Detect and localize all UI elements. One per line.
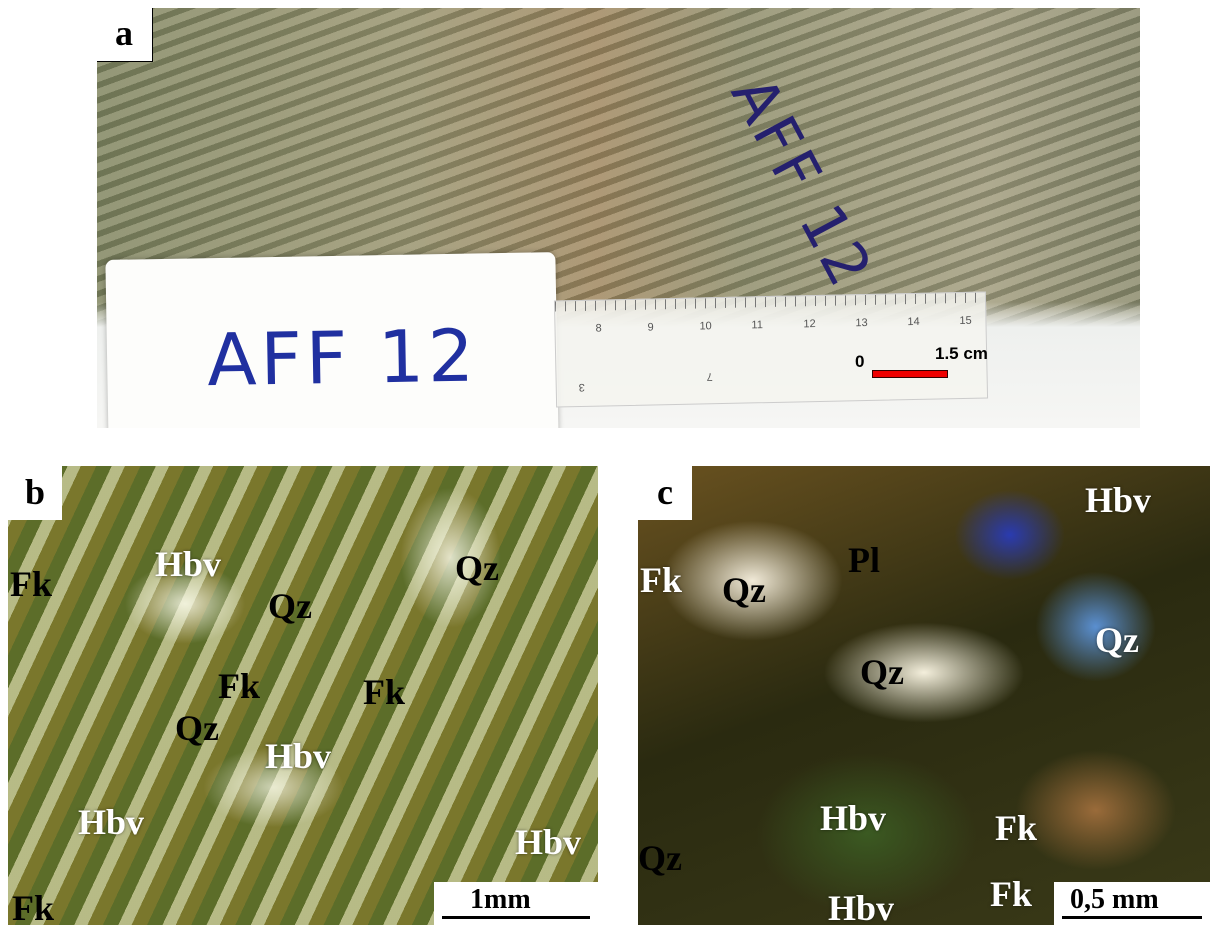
- mineral-label: Fk: [995, 810, 1037, 846]
- mineral-label: Hbv: [828, 890, 894, 925]
- mineral-label: Fk: [10, 566, 52, 602]
- mineral-label: Fk: [12, 890, 54, 925]
- panel-label: b: [8, 466, 62, 520]
- scale-bar: [442, 916, 590, 919]
- mineral-label: Hbv: [155, 546, 221, 582]
- scale-box: 1mm: [434, 882, 598, 925]
- scale-bar: [872, 370, 948, 378]
- mineral-label: Qz: [175, 710, 219, 746]
- ruler-number: 7: [706, 370, 712, 382]
- mineral-label: Fk: [363, 674, 405, 710]
- core-text: AFF 12: [717, 65, 887, 300]
- mineral-label: Hbv: [78, 804, 144, 840]
- panel-label: a: [97, 8, 153, 62]
- scale-bar: [1062, 916, 1202, 919]
- mineral-label: Qz: [722, 572, 766, 608]
- mineral-label: Hbv: [820, 800, 886, 836]
- ruler-number: 8: [595, 323, 601, 335]
- mineral-label: Fk: [640, 562, 682, 598]
- ruler-number: 12: [803, 318, 815, 330]
- mineral-label: Qz: [268, 588, 312, 624]
- scale-text: 0,5 mm: [1070, 884, 1159, 916]
- page: AFF 12 AFF 12 8910111213141537 0 1.5 cm …: [0, 0, 1215, 931]
- mineral-label: Hbv: [265, 738, 331, 774]
- card-text: AFF 12: [206, 313, 478, 402]
- ruler: 8 9 10 11 12 13 14 15 3 7: [554, 291, 988, 407]
- scale-box: 0,5 mm: [1054, 882, 1210, 925]
- ruler-number: 11: [751, 319, 763, 331]
- ruler-number: 10: [699, 320, 711, 332]
- mineral-label: Hbv: [515, 824, 581, 860]
- mineral-label: Qz: [1095, 622, 1139, 658]
- mineral-label: Fk: [990, 876, 1032, 912]
- thin-section-c: c 0,5 mm Fk Qz Pl Hbv Qz Qz Hbv Fk Qz Hbv Fk: [638, 466, 1210, 925]
- sample-card: AFF 12: [105, 252, 558, 428]
- ruler-number: 15: [959, 315, 971, 327]
- mineral-label: Pl: [848, 542, 880, 578]
- mineral-label: Qz: [638, 840, 682, 876]
- mineral-label: Hbv: [1085, 482, 1151, 518]
- ruler-number: 9: [647, 321, 653, 333]
- mineral-label: Qz: [455, 550, 499, 586]
- ruler-number: 13: [855, 317, 867, 329]
- mineral-label: Qz: [860, 654, 904, 690]
- scale-start: 0: [855, 352, 864, 372]
- ruler-number: 3: [579, 381, 585, 393]
- ruler-number: 14: [907, 316, 919, 328]
- scale-text: 1mm: [470, 884, 531, 916]
- panel-label: c: [638, 466, 692, 520]
- scale-end: 1.5 cm: [935, 344, 988, 364]
- mineral-label: Fk: [218, 668, 260, 704]
